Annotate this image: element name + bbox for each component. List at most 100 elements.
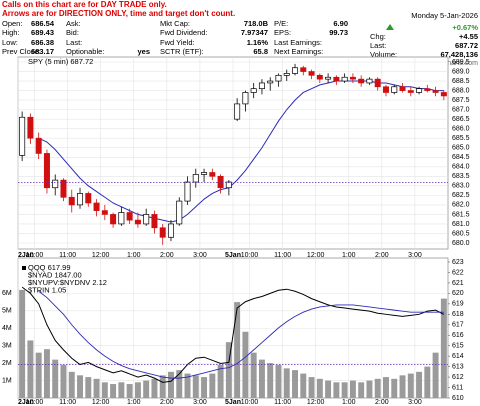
volume-bar [225,342,232,398]
volume-bar [134,382,141,398]
candle-body [283,73,290,76]
y-tick-label: 681.0 [452,221,470,228]
volume-bar [110,384,117,398]
x-tick-label: 5Jan [225,399,241,406]
x-tick-label: 3:00 [408,252,422,259]
candle-body [134,219,141,225]
volume-bar [118,382,125,398]
candle-body [126,212,133,221]
y-tick-label: 688.5 [452,78,470,85]
notice: Calls on this chart are for DAY TRADE on… [2,0,167,9]
volume-bar [93,378,100,398]
stat-label: SCTR (ETF): [160,47,204,56]
stat-label: Mkt Cap: [160,19,190,28]
y2-tick-label: 613 [452,363,464,370]
candle-body [234,103,241,120]
y2-tick-label: 621 [452,280,464,287]
x-tick-label: 2:00 [375,399,389,406]
y-tick-label: 682.5 [452,192,470,199]
candle-body [143,214,150,225]
candle-body [416,88,423,93]
volume-bar [19,289,26,398]
legend-swatch [22,266,26,270]
candle-body [85,193,92,204]
last-label: Last: [370,41,386,50]
volume-bar [176,370,183,398]
stat-value: 1.16% [247,38,269,47]
x-tick-label: 12:00 [92,399,110,406]
candle-body [440,92,447,97]
candle-body [374,78,381,88]
stat-label: High: [2,28,20,37]
volume-bar [52,359,59,398]
candle-body [43,153,50,189]
y-tick-label: 685.0 [452,145,470,152]
volume-bar [283,368,290,398]
volume-bar [217,364,224,398]
volume-bar [267,363,274,398]
candle-body [201,172,208,175]
y2-tick-label: 619 [452,301,464,308]
last: 687.72 [455,41,478,50]
candle-body [167,223,174,238]
x-tick-label: 1:00 [342,399,356,406]
y-tick-label: 680.5 [452,230,470,237]
volume-bar [159,375,166,398]
candle-body [407,90,414,93]
y2-tick-label: 611 [452,384,463,391]
legend-entry: QQQ 617.99 [28,263,71,272]
volume: 67,428,136 [440,50,478,59]
stat-value: 99.73 [329,28,348,37]
stat-value: 683.17 [31,47,54,56]
stat-value: 718.0B [244,19,269,28]
x-tick-label: 1:00 [127,252,141,259]
change: +4.55 [459,32,478,41]
stat-label: Next Earnings: [274,47,323,56]
candle-body [68,196,75,206]
y2-tick-label: 623 [452,259,464,266]
x-tick-label: 10:00 [26,252,44,259]
volume-bar [333,382,340,398]
candle-body [77,193,84,206]
candle-body [27,116,34,139]
x-tick-label: 1:00 [342,252,356,259]
volume-bar [201,377,208,398]
x-tick-label: 10:00 [241,252,259,259]
candle-body [325,76,332,80]
legend-note: $NYUPV:$NYDNV 2.12 [28,278,107,287]
candle-body [292,67,299,74]
candle-body [316,74,323,80]
candle-body [225,181,232,189]
volume-bar [77,375,83,398]
stat-value: yes [137,47,150,56]
volume-bar [440,298,447,398]
y2-tick-label: 622 [452,269,464,276]
candle-body [60,179,67,198]
y-tick-label: 683.5 [452,173,470,180]
candle-body [308,71,315,76]
x-tick-label: 12:00 [307,252,325,259]
stat-label: Prev Close: [2,47,41,56]
stat-label: Fwd Yield: [160,38,195,47]
stat-label: Low: [2,38,18,47]
candle-body [391,86,398,93]
volume-bar [209,373,216,398]
x-tick-label: 10:00 [26,399,44,406]
y-tick-label: 684.5 [452,154,470,161]
volume-bar [101,382,108,398]
candle-body [176,200,183,225]
volume-bar [43,349,50,398]
volume-bar [68,371,75,398]
x-tick-label: 3:00 [408,399,422,406]
y-tick-label: 689.5 [452,59,470,66]
stat-label: Ask: [66,19,81,28]
date: Monday 5-Jan-2026 [411,11,478,20]
stat-label: Bid: [66,28,79,37]
volume-label: Volume: [370,50,397,59]
x-tick-label: 3:00 [193,399,207,406]
x-tick-label: 11:00 [59,252,76,259]
y-tick-label: 684.0 [452,164,470,171]
x-tick-label: 2Jan [18,252,34,259]
x-tick-label: 11:00 [274,399,291,406]
y2-tick-label: 620 [452,290,464,297]
